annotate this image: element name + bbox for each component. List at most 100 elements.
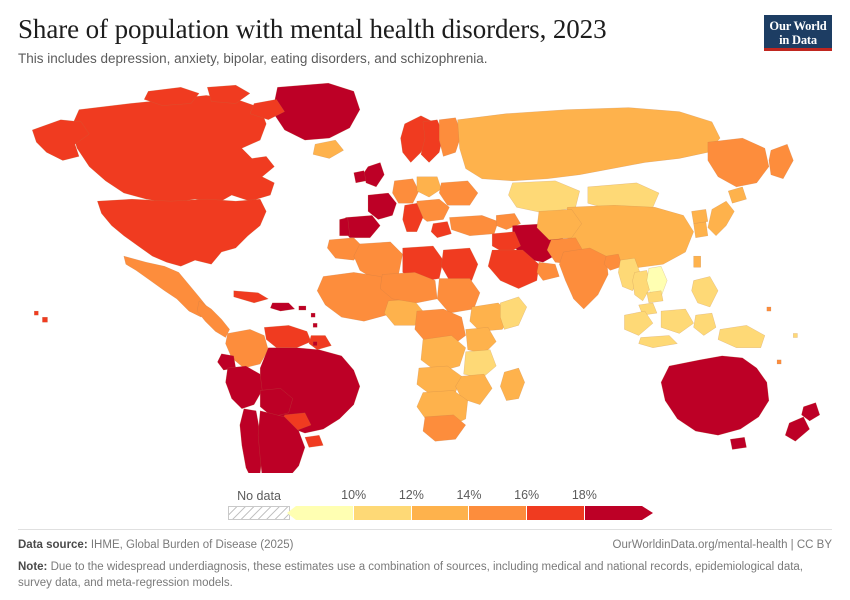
- legend-bin-6[interactable]: [584, 505, 642, 520]
- country-central-america[interactable]: [196, 300, 230, 338]
- country-gulf-states[interactable]: [536, 262, 560, 281]
- country-japan[interactable]: [707, 201, 735, 237]
- owid-logo-line2: in Data: [779, 32, 817, 47]
- data-source-text: IHME, Global Burden of Disease (2025): [87, 538, 294, 551]
- footer-note: Note: Due to the widespread underdiagnos…: [18, 559, 808, 592]
- owid-logo-line1: Our World: [769, 19, 827, 33]
- country-canada-arctic-1[interactable]: [143, 87, 200, 106]
- country-philippines[interactable]: [691, 276, 719, 308]
- country-papua-new-guinea[interactable]: [717, 325, 766, 348]
- legend-bin-1[interactable]: [296, 505, 353, 520]
- country-indonesia-sumatra[interactable]: [624, 310, 654, 336]
- country-india[interactable]: [559, 247, 609, 310]
- country-north-korea[interactable]: [691, 209, 709, 224]
- country-dominican-republic[interactable]: [270, 302, 296, 312]
- chart-subtitle: This includes depression, anxiety, bipol…: [18, 51, 488, 67]
- country-sahel[interactable]: [380, 272, 438, 304]
- legend-bin-5[interactable]: [526, 505, 585, 520]
- map-svg: [32, 83, 820, 473]
- country-lesser-antilles-2[interactable]: [312, 323, 318, 328]
- country-venezuela[interactable]: [264, 325, 312, 348]
- country-cambodia[interactable]: [646, 290, 664, 304]
- chart-footer: Data source: IHME, Global Burden of Dise…: [18, 528, 832, 592]
- country-indonesia-borneo[interactable]: [660, 308, 694, 334]
- country-new-zealand-south[interactable]: [784, 416, 810, 442]
- country-france[interactable]: [367, 192, 397, 220]
- island-marker-6: [312, 341, 318, 346]
- legend-bin-4[interactable]: [468, 505, 527, 520]
- country-russia-kamchatka[interactable]: [768, 144, 794, 180]
- country-thailand[interactable]: [632, 270, 652, 302]
- country-australia[interactable]: [660, 355, 770, 436]
- country-tasmania[interactable]: [730, 437, 747, 450]
- island-marker-2: [42, 317, 48, 323]
- country-tanzania[interactable]: [463, 349, 497, 379]
- country-greenland[interactable]: [272, 83, 361, 141]
- footer-link[interactable]: OurWorldinData.org/mental-health | CC BY: [612, 538, 832, 551]
- legend-bin-2[interactable]: [352, 505, 411, 520]
- country-kenya[interactable]: [465, 327, 497, 355]
- country-peru[interactable]: [225, 365, 263, 410]
- country-sweden[interactable]: [420, 119, 444, 163]
- country-indonesia-sulawesi[interactable]: [693, 313, 717, 336]
- country-italy[interactable]: [402, 203, 424, 232]
- country-south-korea[interactable]: [693, 221, 709, 239]
- country-lesser-antilles-1[interactable]: [310, 313, 316, 318]
- country-chile[interactable]: [239, 408, 263, 473]
- legend-tick-10: 10%: [341, 487, 367, 502]
- country-mozambique[interactable]: [455, 374, 493, 405]
- country-greece[interactable]: [430, 221, 452, 239]
- country-egypt[interactable]: [441, 247, 479, 281]
- country-canada-arctic-2[interactable]: [207, 85, 251, 104]
- footer-note-label: Note:: [18, 560, 48, 573]
- country-somalia[interactable]: [500, 296, 527, 330]
- country-madagascar[interactable]: [500, 367, 525, 401]
- country-puerto-rico[interactable]: [298, 305, 307, 311]
- country-central-asia[interactable]: [536, 209, 582, 241]
- legend-scale[interactable]: 10% 12% 14% 16% 18%: [287, 478, 653, 520]
- legend-cap-right: [642, 505, 653, 520]
- country-indonesia-java[interactable]: [638, 335, 678, 348]
- country-argentina[interactable]: [257, 410, 306, 473]
- country-canada-arctic-3[interactable]: [249, 99, 285, 121]
- country-russia-far-east[interactable]: [707, 138, 770, 188]
- map-legend: No data 10% 12% 14% 16% 18%: [18, 473, 832, 529]
- legend-bin-3[interactable]: [410, 505, 469, 520]
- country-canada[interactable]: [70, 95, 275, 204]
- legend-no-data[interactable]: No data: [228, 489, 290, 520]
- world-choropleth-map[interactable]: [18, 76, 832, 473]
- country-new-zealand-north[interactable]: [801, 402, 820, 422]
- country-dr-congo[interactable]: [420, 335, 466, 373]
- country-ukraine[interactable]: [439, 180, 479, 206]
- country-iceland[interactable]: [312, 140, 344, 159]
- country-bolivia[interactable]: [260, 388, 293, 418]
- owid-logo[interactable]: Our World in Data: [764, 15, 832, 51]
- country-guyanas[interactable]: [308, 335, 332, 351]
- country-united-kingdom[interactable]: [363, 162, 385, 188]
- page-title: Share of population with mental health d…: [18, 14, 607, 44]
- country-ireland[interactable]: [353, 170, 367, 184]
- country-uruguay[interactable]: [304, 435, 324, 448]
- country-finland[interactable]: [439, 117, 462, 157]
- legend-cap-left: [287, 505, 296, 520]
- country-taiwan[interactable]: [693, 256, 701, 268]
- country-mexico[interactable]: [123, 256, 208, 318]
- country-russia[interactable]: [457, 107, 721, 182]
- country-united-states[interactable]: [97, 199, 267, 267]
- country-south-africa[interactable]: [422, 414, 466, 442]
- country-poland[interactable]: [416, 176, 442, 198]
- country-colombia[interactable]: [225, 329, 269, 369]
- footer-source-row: Data source: IHME, Global Burden of Dise…: [18, 537, 832, 554]
- country-germany[interactable]: [392, 178, 420, 204]
- footer-note-text: Due to the widespread underdiagnosis, th…: [18, 560, 804, 590]
- country-bangladesh[interactable]: [603, 254, 623, 271]
- country-portugal[interactable]: [339, 217, 350, 237]
- country-turkey[interactable]: [449, 215, 499, 237]
- country-united-states-alaska[interactable]: [32, 119, 90, 161]
- country-saudi-arabia[interactable]: [487, 249, 540, 289]
- country-japan-hokkaido[interactable]: [728, 186, 747, 204]
- country-cuba[interactable]: [233, 290, 269, 304]
- legend-color-bar[interactable]: [287, 505, 653, 520]
- legend-tick-16: 16%: [514, 487, 540, 502]
